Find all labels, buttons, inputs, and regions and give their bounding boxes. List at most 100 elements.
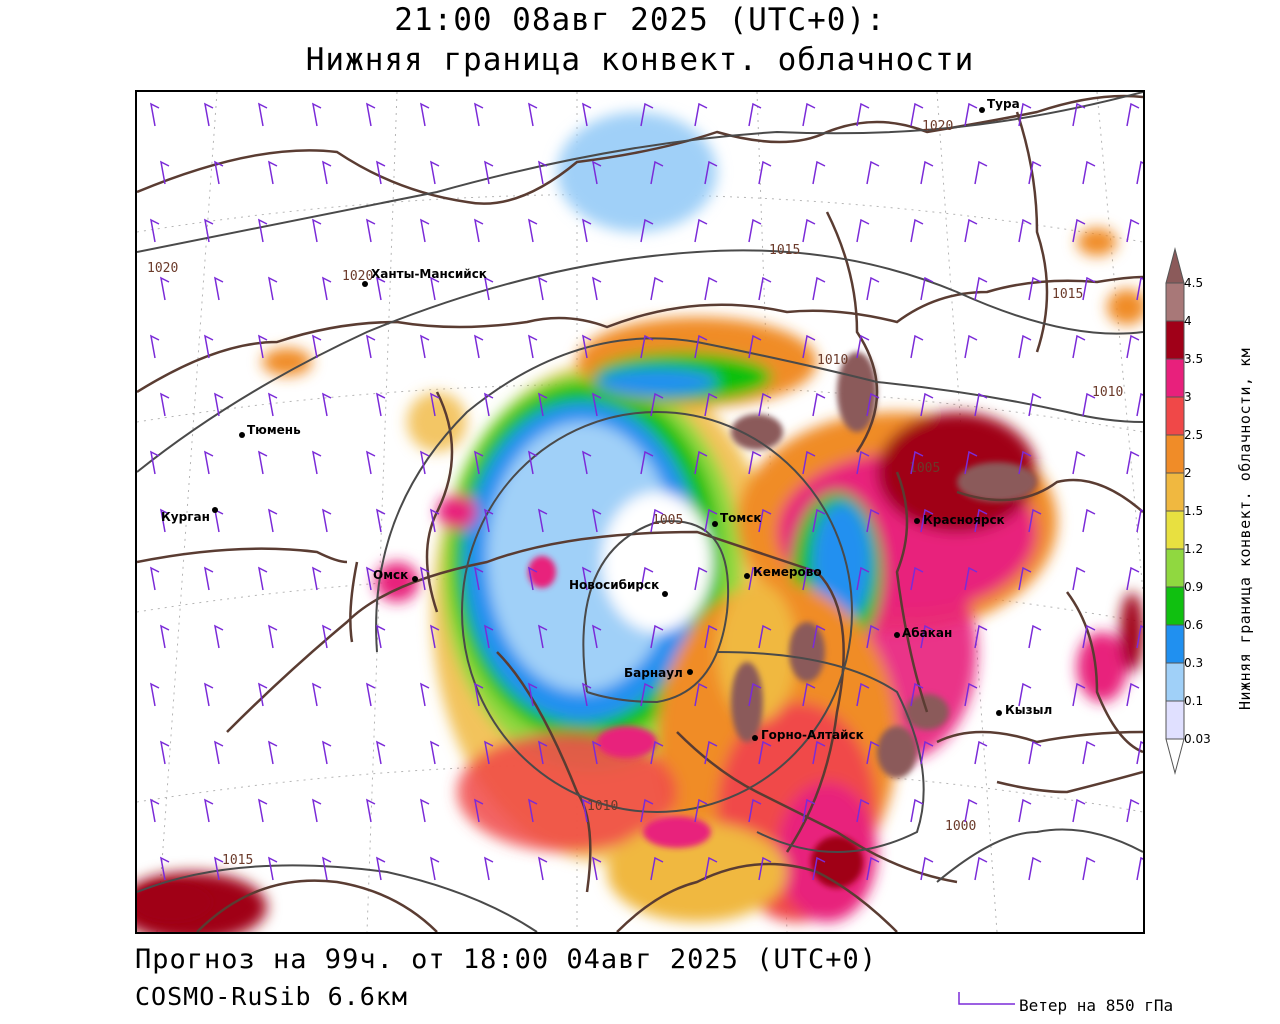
wind-barb	[215, 394, 223, 416]
wind-barb	[205, 684, 213, 706]
wind-barb	[759, 278, 771, 300]
wind-barb	[269, 742, 277, 764]
colorbar-tick-label: 3	[1184, 390, 1192, 404]
model-name: COSMO-RuSib 6.6км	[135, 982, 408, 1011]
wind-barb	[1073, 452, 1085, 474]
wind-barb	[529, 104, 537, 126]
wind-barb	[161, 742, 169, 764]
wind-barb	[323, 162, 331, 184]
wind-barb	[259, 800, 267, 822]
wind-barb	[1127, 684, 1139, 706]
wind-barb	[313, 684, 321, 706]
wind-barb	[431, 278, 439, 300]
wind-barb	[1127, 336, 1139, 358]
wind-barb	[421, 684, 429, 706]
wind-barb	[1073, 684, 1085, 706]
wind-barb	[1083, 394, 1095, 416]
wind-barb	[259, 452, 267, 474]
wind-barb	[583, 220, 591, 242]
wind-barb	[377, 278, 385, 300]
colorbar-tick-label: 1.2	[1184, 542, 1203, 556]
wind-legend: Ветер на 850 гПа	[955, 988, 1215, 1018]
wind-barb	[749, 104, 761, 126]
isobar-label: 1000	[945, 819, 976, 834]
colorbar-swatch	[1166, 473, 1184, 511]
wind-barb	[867, 162, 879, 184]
wind-barb	[323, 394, 331, 416]
wind-barb	[367, 800, 375, 822]
wind-barb	[323, 278, 331, 300]
wind-barb	[1083, 742, 1095, 764]
svg-text:Новосибирск: Новосибирск	[569, 578, 659, 592]
isobar-label: 1020	[342, 269, 373, 284]
colorbar-tick-label: 3.5	[1184, 352, 1203, 366]
wind-barb	[965, 220, 977, 242]
colorbar-swatch	[1166, 283, 1184, 321]
wind-barb	[215, 162, 223, 184]
wind-barb	[975, 162, 987, 184]
wind-barb	[161, 278, 169, 300]
colorbar-tick-label: 2.5	[1184, 428, 1203, 442]
wind-barb	[377, 510, 385, 532]
wind-barb	[1137, 162, 1143, 184]
wind-barb	[695, 220, 707, 242]
city-kemerovo: Кемерово	[744, 565, 822, 579]
isobar-label: 1010	[1092, 385, 1123, 400]
wind-barb	[215, 626, 223, 648]
colorbar-swatch	[1166, 249, 1184, 283]
wind-barb	[759, 162, 771, 184]
colorbar-tick-label: 0.1	[1184, 694, 1203, 708]
wind-barb	[431, 858, 439, 880]
wind-barb	[1137, 394, 1143, 416]
wind-barb	[269, 626, 277, 648]
wind-barb	[367, 104, 375, 126]
wind-barb	[485, 162, 493, 184]
wind-barb	[377, 162, 385, 184]
city-tyumen: Тюмень	[239, 423, 301, 438]
svg-text:Курган: Курган	[161, 510, 210, 524]
wind-barb	[803, 104, 815, 126]
wind-barb	[1073, 336, 1085, 358]
wind-barb	[1127, 452, 1139, 474]
map-title-parameter: Нижняя граница конвект. облачности	[0, 42, 1280, 78]
colorbar-swatch	[1166, 397, 1184, 435]
wind-barb	[313, 568, 321, 590]
wind-barb	[313, 220, 321, 242]
wind-barb	[593, 278, 601, 300]
wind-barb	[813, 394, 825, 416]
wind-barb	[1073, 800, 1085, 822]
wind-barb	[421, 220, 429, 242]
wind-barb	[1127, 568, 1139, 590]
wind-barb	[1137, 742, 1143, 764]
wind-barb	[377, 858, 385, 880]
wind-barb	[1137, 510, 1143, 532]
city-kurgan: Курган	[161, 507, 218, 524]
wind-barb	[705, 278, 717, 300]
wind-barb	[911, 220, 923, 242]
wind-barb	[269, 858, 277, 880]
wind-barb	[431, 742, 439, 764]
wind-barb	[269, 278, 277, 300]
wind-barb	[151, 800, 159, 822]
wind-legend-label: Ветер на 850 гПа	[1019, 996, 1173, 1015]
city-gorno-altaysk: Горно-Алтайск	[752, 728, 864, 742]
svg-text:Кемерово: Кемерово	[753, 565, 822, 579]
isobar-label: 1015	[222, 853, 253, 868]
wind-barb	[259, 220, 267, 242]
wind-barb	[323, 742, 331, 764]
svg-text:Томск: Томск	[720, 511, 762, 525]
colorbar-swatch	[1166, 701, 1184, 739]
wind-barb	[377, 626, 385, 648]
wind-barb	[421, 104, 429, 126]
wind-barb	[205, 568, 213, 590]
wind-barb	[151, 568, 159, 590]
wind-barb	[911, 336, 923, 358]
city-kyzyl: Кызыл	[996, 703, 1052, 717]
wind-barb	[749, 220, 761, 242]
wind-barb	[161, 626, 169, 648]
wind-barb	[161, 394, 169, 416]
city-krasnoyarsk: Красноярск	[914, 513, 1005, 527]
wind-barb	[1073, 568, 1085, 590]
isobar-label: 1010	[817, 353, 848, 368]
svg-text:Горно-Алтайск: Горно-Алтайск	[761, 728, 864, 742]
